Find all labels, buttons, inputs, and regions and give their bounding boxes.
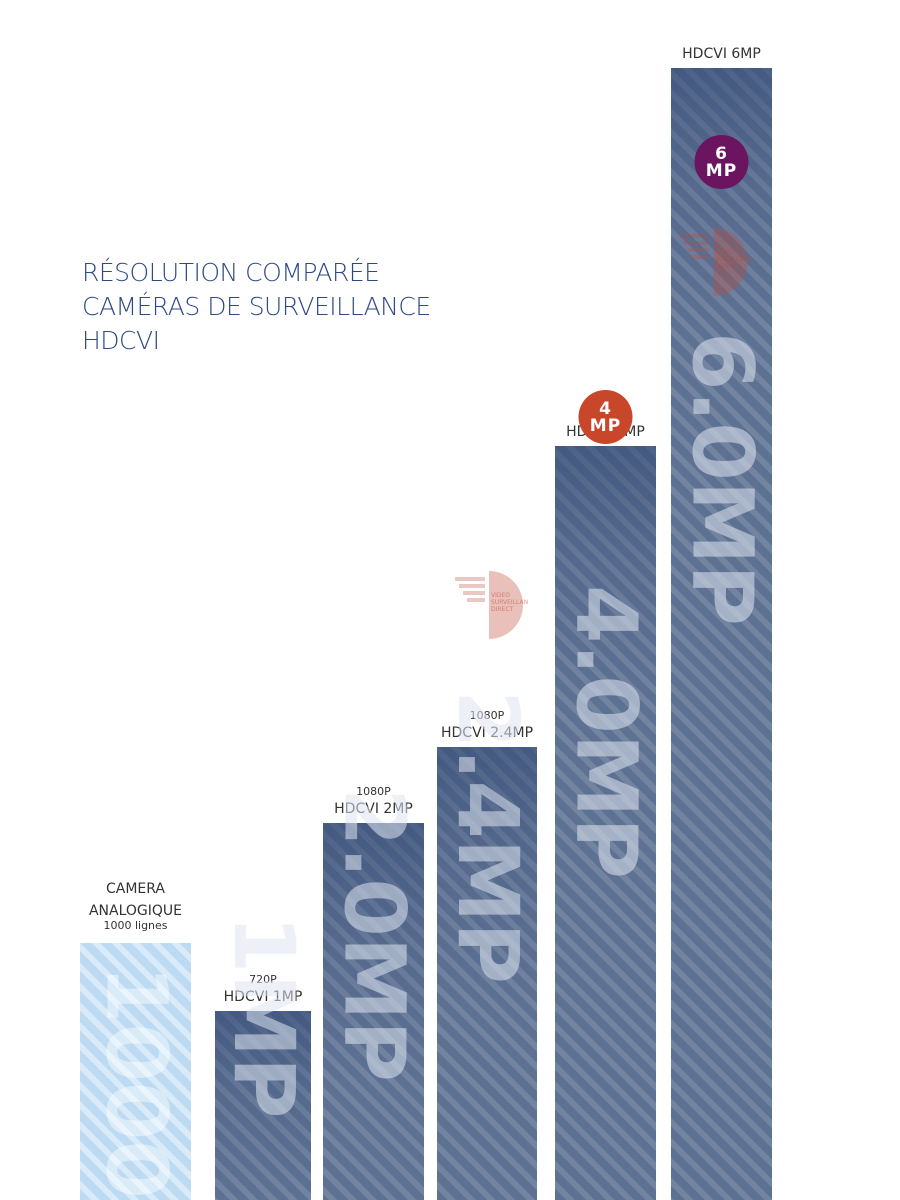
badge-circle-4 (578, 390, 633, 444)
bar-shade-4 (555, 446, 656, 706)
watermark-stripe-3-2 (463, 591, 485, 595)
watermark-text-3-1: SURVEILLAN (491, 599, 528, 606)
bar-top-label-1: 720P (249, 973, 277, 986)
chart-title-line-1: RÉSOLUTION COMPARÉE (82, 258, 380, 287)
bar-value-text-2: 2.0MP (326, 788, 424, 1082)
watermark-text-5-2: DIRECT (716, 263, 739, 270)
watermark-stripe-5-1 (683, 241, 710, 245)
bar-top-label-3: 1080P (470, 709, 505, 722)
watermark-stripe-5-2 (687, 248, 710, 252)
watermark-stripe-5-3 (691, 255, 710, 259)
bar-value-text-1: 1MP (215, 915, 313, 1119)
chart-title-line-2: CAMÉRAS DE SURVEILLANCE (82, 292, 431, 321)
watermark-stripe-3-3 (467, 598, 485, 602)
bar-shade-2 (323, 823, 424, 1083)
badge-circle-5 (694, 135, 749, 189)
chart-title-line-3: HDCVI (82, 326, 160, 355)
watermark-text-5-1: SURVEILLAN (716, 256, 753, 263)
bar-value-text-5: 6.0MP (674, 332, 772, 626)
bar-label-1-0: HDCVI 1MP (224, 989, 303, 1005)
bar-label-0-1: ANALOGIQUE (89, 903, 182, 919)
bar-value-text-0: 1000 (88, 965, 186, 1199)
bar-label-0-0: CAMERA (106, 881, 165, 897)
bar-label-2-0: HDCVI 2MP (334, 801, 413, 817)
watermark-text-3-0: VIDEO (491, 592, 510, 599)
bar-value-text-4: 4.0MP (558, 585, 656, 879)
bar-value-text-3: 2.4MP (439, 690, 537, 984)
badge-unit-4: MP (590, 416, 621, 436)
bar-label-3-0: HDCVI 2.4MP (441, 725, 533, 741)
badge-number-4: 4 (599, 399, 612, 419)
bar-shade-1 (215, 1011, 311, 1200)
bar-top-label-2: 1080P (356, 785, 391, 798)
watermark-arc-3 (489, 571, 523, 639)
watermark-arc-5 (713, 228, 748, 296)
bar-shade-3 (437, 747, 537, 1007)
bar-shade-5 (671, 68, 772, 328)
watermark-stripe-3-1 (459, 584, 485, 588)
chart-title: RÉSOLUTION COMPARÉE CAMÉRAS DE SURVEILLA… (82, 256, 431, 358)
watermark-stripe-5-0 (679, 234, 710, 238)
watermark-text-3-2: DIRECT (491, 606, 514, 613)
watermark-stripe-3-0 (455, 577, 485, 581)
bar-label-5-0: HDCVI 6MP (682, 46, 761, 62)
badge-unit-5: MP (706, 161, 737, 181)
watermark-text-5-0: VIDEO (716, 249, 735, 256)
bar-0 (80, 943, 191, 1200)
bar-top-label-0: 1000 lignes (103, 919, 167, 932)
badge-number-5: 6 (715, 144, 728, 164)
